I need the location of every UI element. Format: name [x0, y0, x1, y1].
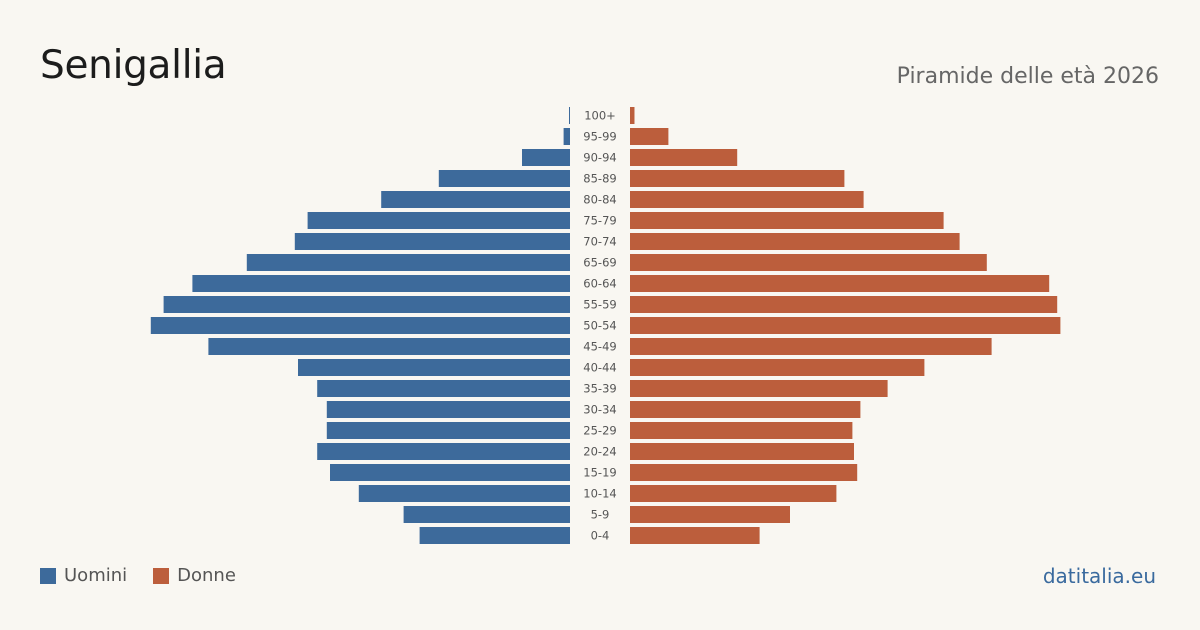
- age-label: 75-79: [583, 214, 616, 228]
- bar-men-45-49: [208, 338, 570, 355]
- chart-legend: Uomini Donne: [40, 565, 262, 586]
- age-label: 50-54: [583, 319, 616, 333]
- bar-men-30-34: [326, 401, 570, 418]
- age-label: 15-19: [583, 466, 616, 480]
- age-label: 80-84: [583, 193, 616, 207]
- bar-women-45-49: [630, 338, 992, 355]
- bar-women-20-24: [630, 443, 854, 460]
- legend-item-women: Donne: [153, 565, 236, 586]
- legend-label-men: Uomini: [64, 565, 128, 586]
- age-label: 100+: [584, 109, 616, 123]
- age-label: 40-44: [583, 361, 616, 375]
- age-label: 30-34: [583, 403, 616, 417]
- bar-men-60-64: [192, 275, 570, 292]
- bar-men-20-24: [317, 443, 570, 460]
- bar-women-0-4: [630, 527, 760, 544]
- bar-men-50-54: [150, 317, 571, 334]
- bar-men-70-74: [294, 233, 570, 250]
- bar-women-95-99: [630, 128, 669, 145]
- bar-men-95-99: [563, 128, 570, 145]
- age-label: 65-69: [583, 256, 616, 270]
- bar-women-10-14: [630, 485, 837, 502]
- bar-women-90-94: [630, 149, 738, 166]
- age-label: 45-49: [583, 340, 616, 354]
- bar-women-30-34: [630, 401, 861, 418]
- age-label: 10-14: [583, 487, 616, 501]
- brand-link[interactable]: datitalia.eu: [1042, 564, 1156, 588]
- bar-men-5-9: [403, 506, 570, 523]
- bar-men-40-44: [298, 359, 570, 376]
- bar-women-50-54: [630, 317, 1061, 334]
- legend-swatch-women: [153, 567, 170, 584]
- age-label: 60-64: [583, 277, 616, 291]
- bar-women-40-44: [630, 359, 925, 376]
- bar-women-70-74: [630, 233, 960, 250]
- bar-women-85-89: [630, 170, 845, 187]
- bar-women-65-69: [630, 254, 987, 271]
- age-label: 0-4: [591, 529, 610, 543]
- age-label: 55-59: [583, 298, 616, 312]
- age-label: 85-89: [583, 172, 616, 186]
- bar-men-85-89: [438, 170, 570, 187]
- bar-women-100+: [630, 107, 635, 124]
- bar-men-15-19: [330, 464, 570, 481]
- bar-women-80-84: [630, 191, 864, 208]
- bar-men-25-29: [326, 422, 570, 439]
- bar-women-5-9: [630, 506, 790, 523]
- bar-men-10-14: [358, 485, 570, 502]
- bar-men-90-94: [522, 149, 570, 166]
- age-label: 20-24: [583, 445, 616, 459]
- bar-men-75-79: [307, 212, 570, 229]
- bar-men-65-69: [246, 254, 571, 271]
- bar-men-55-59: [163, 296, 570, 313]
- bar-men-0-4: [419, 527, 570, 544]
- age-label: 90-94: [583, 151, 616, 165]
- legend-label-women: Donne: [177, 565, 236, 586]
- page-title: Senigallia: [40, 43, 227, 88]
- bar-men-35-39: [317, 380, 570, 397]
- bar-women-35-39: [630, 380, 888, 397]
- age-label: 25-29: [583, 424, 616, 438]
- age-label: 70-74: [583, 235, 616, 249]
- bar-women-15-19: [630, 464, 858, 481]
- age-label: 95-99: [583, 130, 616, 144]
- bar-women-55-59: [630, 296, 1058, 313]
- age-label: 35-39: [583, 382, 616, 396]
- bar-men-80-84: [381, 191, 570, 208]
- bar-women-25-29: [630, 422, 853, 439]
- chart-subtitle: Piramide delle età 2026: [896, 64, 1159, 89]
- legend-swatch-men: [40, 567, 56, 584]
- bar-women-75-79: [630, 212, 944, 229]
- age-label: 5-9: [591, 508, 610, 522]
- bar-men-100+: [569, 107, 570, 124]
- legend-item-men: Uomini: [40, 565, 127, 586]
- bar-women-60-64: [630, 275, 1050, 292]
